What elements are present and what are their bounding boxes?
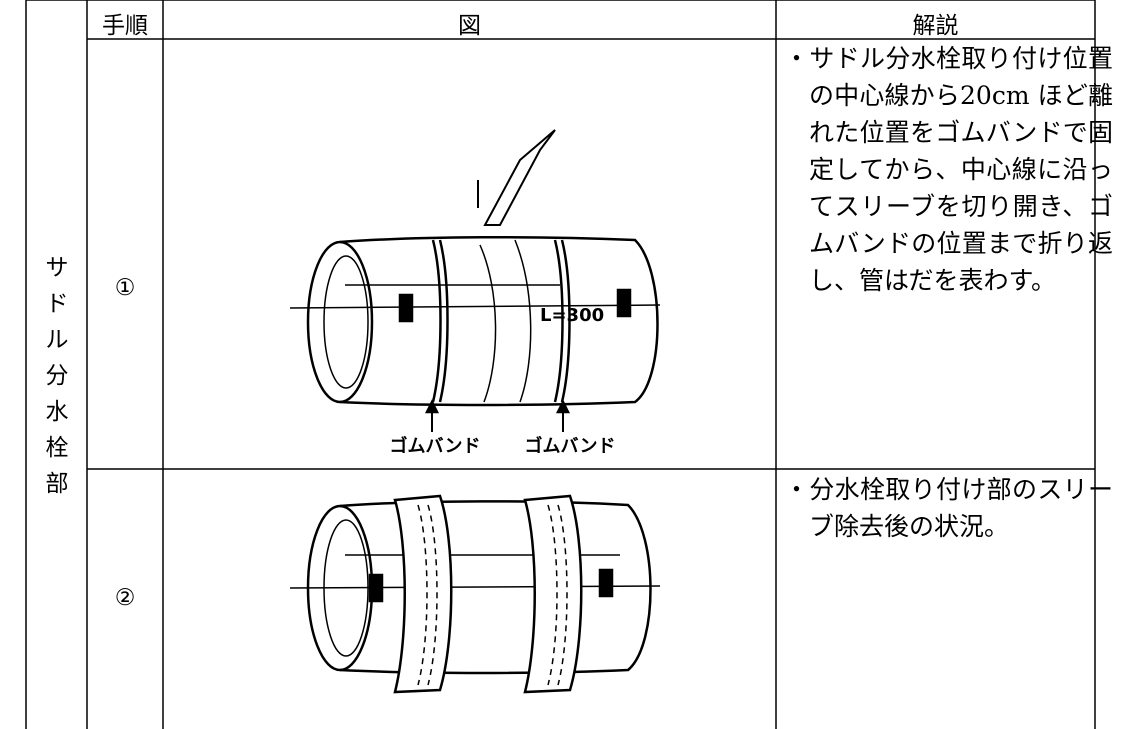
step: ② (114, 585, 136, 611)
figure-label: L=300 (540, 305, 605, 326)
description: ・分水栓取り付け部のスリーブ除去後の状況。 (784, 475, 1113, 541)
figure-2 (289, 494, 661, 694)
header-cell: 図 (458, 13, 481, 39)
figure-label: ゴムバンド (389, 436, 481, 457)
header-cell: 解説 (912, 13, 959, 39)
step: ① (114, 275, 136, 301)
figure-1 (289, 129, 661, 432)
header-cell: 手順 (102, 13, 148, 39)
section-label: サドル分水栓部 (45, 255, 69, 497)
description: ・サドル分水栓取り付け位置の中心線から20cm ほど離れた位置をゴムバンドで固定… (784, 44, 1113, 295)
figure-label: ゴムバンド (524, 436, 616, 457)
